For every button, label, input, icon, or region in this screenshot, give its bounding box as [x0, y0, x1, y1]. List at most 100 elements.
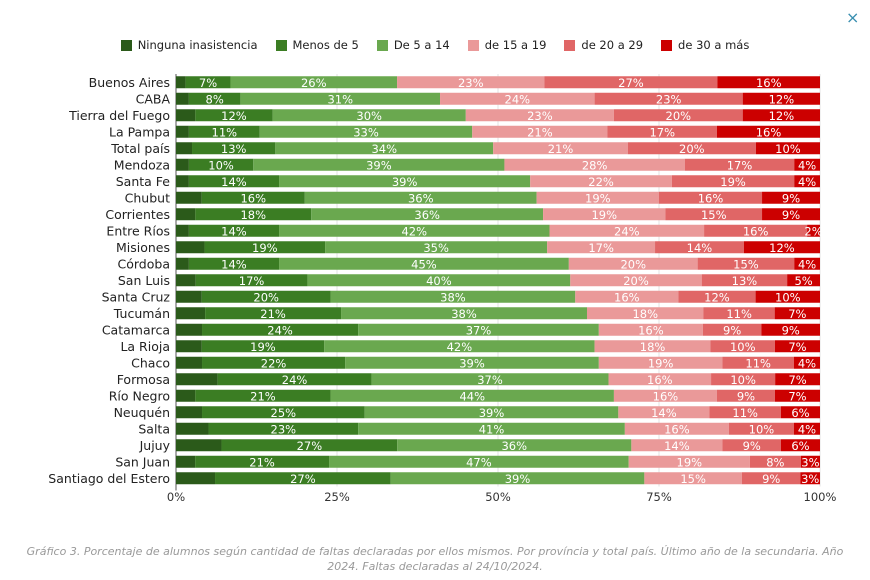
bar-segment: [259, 125, 473, 138]
category-label: Tucumán: [113, 306, 170, 321]
data-label: 14%: [651, 406, 677, 420]
bar-segment: [176, 389, 196, 402]
bar-segment: [684, 158, 795, 171]
data-label: 9%: [782, 208, 800, 222]
legend-item[interactable]: de 15 a 19: [467, 38, 546, 52]
data-label: 20%: [666, 109, 692, 123]
data-label: 39%: [505, 472, 531, 486]
legend-swatch: [275, 39, 287, 51]
data-label: 17%: [727, 158, 753, 172]
data-label: 23%: [656, 92, 682, 106]
bar-segment: [586, 307, 704, 320]
data-label: 39%: [459, 356, 485, 370]
category-label: Corrientes: [105, 207, 170, 222]
bar-segment: [704, 224, 808, 237]
bar-segment: [201, 340, 325, 353]
data-label: 10%: [775, 142, 801, 156]
data-label: 19%: [720, 175, 746, 189]
legend-item[interactable]: de 30 a más: [661, 38, 749, 52]
legend-item[interactable]: De 5 a 14: [376, 38, 450, 52]
bar-segment: [371, 373, 609, 386]
bar-segment: [743, 241, 820, 254]
category-label: Salta: [138, 421, 170, 436]
data-label: 12%: [704, 290, 730, 304]
data-label: 36%: [414, 208, 440, 222]
data-label: 37%: [477, 373, 503, 387]
bar-segment: [631, 439, 723, 452]
bar-segment: [176, 439, 222, 452]
data-label: 23%: [458, 76, 484, 90]
bar-segment: [624, 422, 729, 435]
bar-segment: [774, 389, 820, 402]
category-label: La Pampa: [109, 124, 170, 139]
data-label: 20%: [253, 290, 279, 304]
bar-segment: [307, 274, 571, 287]
bar-segment: [330, 290, 576, 303]
legend-item[interactable]: Ninguna inasistencia: [120, 38, 258, 52]
data-label: 12%: [769, 92, 795, 106]
legend-swatch: [376, 39, 388, 51]
data-label: 39%: [366, 158, 392, 172]
bar-segment: [665, 208, 763, 221]
bar-segment: [176, 92, 189, 105]
bar-segment: [655, 241, 744, 254]
data-label: 40%: [426, 274, 452, 288]
bar-segment: [598, 323, 703, 336]
bar-segment: [628, 455, 750, 468]
data-label: 18%: [632, 307, 658, 321]
bar-segment: [176, 241, 205, 254]
category-label: Santa Fe: [116, 174, 171, 189]
bar-segment: [594, 92, 743, 105]
bar-segment: [279, 257, 569, 270]
category-label: Total país: [110, 141, 170, 156]
category-label: San Juan: [115, 454, 170, 469]
bar-segment: [176, 191, 202, 204]
close-button[interactable]: ×: [846, 8, 860, 27]
data-label: 9%: [737, 389, 755, 403]
bar-segment: [544, 76, 718, 89]
data-label: 12%: [769, 109, 795, 123]
data-label: 42%: [447, 340, 473, 354]
data-label: 23%: [527, 109, 553, 123]
data-label: 9%: [723, 323, 741, 337]
category-label: Santiago del Estero: [48, 471, 170, 486]
bar-segment: [176, 142, 193, 155]
bar-segment: [678, 290, 756, 303]
data-label: 11%: [745, 356, 771, 370]
bar-segment: [761, 323, 820, 336]
data-label: 21%: [260, 307, 286, 321]
bar-segment: [201, 191, 305, 204]
data-label: 17%: [588, 241, 614, 255]
bar-segment: [176, 307, 206, 320]
data-label: 12%: [221, 109, 247, 123]
legend-item[interactable]: de 20 a 29: [564, 38, 643, 52]
data-label: 14%: [221, 175, 247, 189]
data-label: 21%: [548, 142, 574, 156]
bar-segment: [440, 92, 595, 105]
bar-segment: [390, 472, 645, 485]
bar-segment: [176, 125, 189, 138]
bar-segment: [493, 142, 628, 155]
bar-segment: [195, 109, 273, 122]
bar-segment: [192, 142, 276, 155]
category-label: Mendoza: [114, 157, 170, 172]
bar-segment: [716, 389, 775, 402]
legend-item[interactable]: Menos de 5: [275, 38, 359, 52]
bar-segment: [794, 257, 820, 270]
data-label: 36%: [408, 191, 434, 205]
bar-segment: [176, 208, 196, 221]
bar-segment: [530, 175, 672, 188]
legend-swatch: [120, 39, 132, 51]
bar-segment: [188, 92, 241, 105]
category-label: La Rioja: [120, 339, 170, 354]
bar-segment: [176, 422, 209, 435]
bar-segment: [176, 224, 189, 237]
data-label: 7%: [199, 76, 217, 90]
bar-segment: [364, 406, 619, 419]
bar-segment: [176, 406, 203, 419]
bar-segment: [205, 307, 342, 320]
bar-segment: [775, 373, 820, 386]
bar-segment: [176, 323, 203, 336]
bar-segment: [325, 241, 548, 254]
data-label: 14%: [687, 241, 713, 255]
